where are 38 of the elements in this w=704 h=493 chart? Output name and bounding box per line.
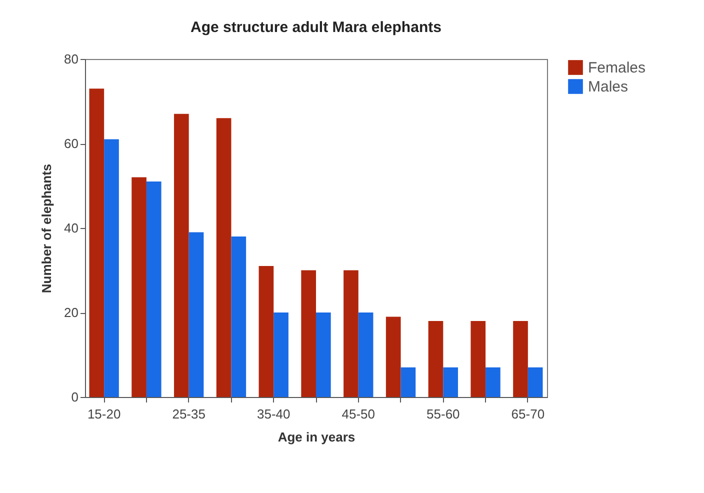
y-tick-label: 60 <box>64 136 78 151</box>
bar <box>400 367 416 397</box>
bar <box>104 139 119 397</box>
legend-label: Females <box>588 60 646 76</box>
y-tick-label: 20 <box>64 305 78 320</box>
x-tick-label: 25-35 <box>172 406 206 422</box>
bar <box>89 88 104 397</box>
bar <box>274 312 288 397</box>
legend-label: Males <box>588 78 628 96</box>
bar <box>486 367 500 397</box>
bar <box>132 177 146 397</box>
x-axis-title: Age in years <box>278 430 356 444</box>
bar <box>428 320 444 397</box>
bar <box>258 266 274 397</box>
x-tick-label: 45-50 <box>342 406 376 422</box>
bar <box>301 270 316 397</box>
x-tick-label: 65-70 <box>511 406 545 422</box>
x-tick-label: 15-20 <box>87 406 121 422</box>
bar <box>358 312 374 397</box>
bar <box>316 312 331 397</box>
y-tick-label: 40 <box>64 220 78 236</box>
bar <box>344 270 358 397</box>
bar <box>528 367 543 397</box>
y-axis-title: Number of elephants <box>39 164 54 294</box>
x-tick-label: 35-40 <box>256 406 290 422</box>
bar <box>470 320 486 397</box>
bar <box>513 320 528 397</box>
y-tick-label: 0 <box>71 390 78 404</box>
bar <box>188 232 204 397</box>
bar <box>174 114 189 397</box>
y-tick-label: 80 <box>64 52 78 66</box>
bar <box>216 118 232 397</box>
bar <box>386 316 401 397</box>
x-tick-label: 55-60 <box>426 406 460 422</box>
bar <box>146 182 162 397</box>
bar <box>231 236 246 397</box>
chart-title: Age structure adult Mara elephants <box>190 19 442 36</box>
bar <box>443 367 458 397</box>
